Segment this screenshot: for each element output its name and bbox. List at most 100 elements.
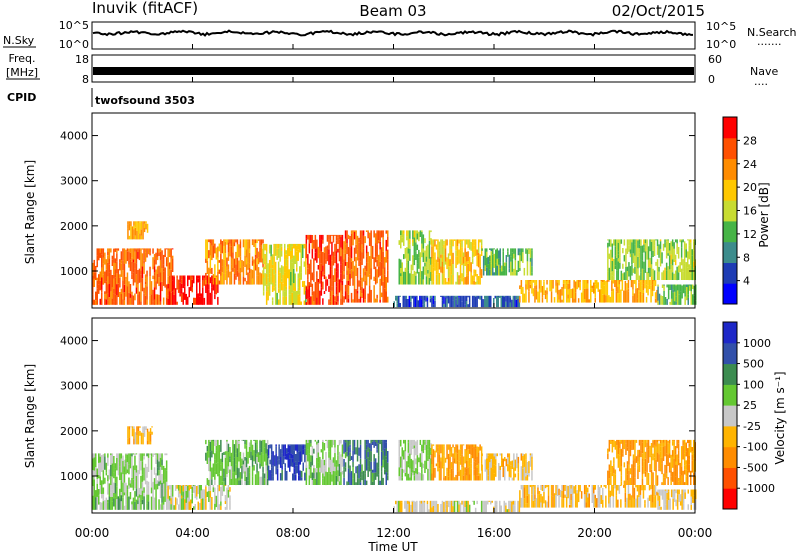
rti-cell [608,464,611,471]
rti-cell [540,485,542,491]
rti-cell [377,240,380,244]
rti-cell [639,281,642,292]
rti-cell [377,443,380,456]
rti-cell [653,270,656,280]
rti-cell [406,230,408,237]
rti-cell [119,277,121,288]
rti-cell [641,285,643,295]
rti-cell [441,300,444,308]
rti-cell [607,470,609,485]
rti-cell [226,266,228,271]
rti-cell [387,249,389,260]
rti-cell [634,439,636,444]
rti-cell [655,446,657,460]
rti-cell [556,280,559,283]
rti-cell [353,439,356,447]
rti-cell [664,490,667,505]
rti-cell [387,296,389,303]
rti-cell [131,453,133,457]
rti-cell [96,277,98,281]
rti-cell [282,456,285,465]
rti-cell [476,446,478,457]
rti-cell [332,439,335,445]
rti-cell [325,246,327,260]
rti-cell [113,482,115,493]
rti-cell [340,273,342,283]
rti-cell [401,276,403,285]
rti-cell [468,302,471,308]
rti-cell [156,483,159,490]
rti-cell [209,292,212,305]
rti-cell [664,239,666,243]
rti-cell [263,439,266,448]
rti-cell [432,256,435,268]
rti-cell [99,252,101,258]
rti-cell [200,293,202,305]
rti-cell [188,275,190,280]
rti-cell [670,489,673,498]
rti-cell [635,498,637,508]
rti-cell [352,230,354,232]
rti-cell [362,230,365,236]
rti-cell [323,291,326,294]
rti-cell [679,239,681,243]
rti-cell [370,268,372,280]
rti-cell [520,466,523,481]
rti-cell [499,453,501,456]
rti-cell [245,257,248,265]
rti-cell [382,251,384,264]
rti-cell [567,298,569,303]
rti-cell [138,487,141,495]
rti-cell [612,485,615,487]
rti-cell [245,249,248,258]
rti-cell [529,485,532,488]
rti-cell [313,468,315,473]
rti-cell [607,242,609,248]
rti-cell [443,303,445,308]
rti-cell [334,243,336,257]
rti-cell [128,496,130,510]
rti-cell [230,264,233,271]
rti-cell [679,480,681,485]
rti-cell [473,475,475,481]
rti-cell [311,272,314,281]
rti-cell [215,450,218,464]
rti-cell [119,262,121,267]
rti-cell [583,288,586,299]
colorbar-swatch [723,283,737,305]
rti-cell [162,271,165,286]
rti-cell [628,439,630,444]
rti-cell [211,281,213,288]
rti-cell [499,295,501,298]
rti-cell [653,444,656,458]
rti-cell [458,275,460,279]
rti-cell [128,453,130,464]
rti-cell [247,467,249,481]
rti-cell [587,283,589,289]
rti-cell [632,280,634,290]
rti-cell [349,479,351,485]
rti-cell [259,448,261,455]
rti-cell [526,248,529,250]
rti-cell [633,293,636,303]
rti-cell [328,249,330,255]
rti-cell [537,487,539,495]
rti-cell [170,292,172,305]
rti-cell [422,304,424,308]
rti-cell [419,503,421,513]
rti-cell [608,441,611,452]
rti-cell [489,261,491,270]
rti-cell [663,284,665,291]
x-tick-label: 16:00 [477,526,512,540]
rti-cell [122,288,124,293]
rti-cell [426,295,429,298]
rti-cell [292,454,294,459]
rti-cell [146,494,148,504]
rti-cell [531,456,533,460]
rti-cell [269,459,271,465]
rti-cell [487,295,489,308]
rti-cell [299,451,301,465]
rti-cell [277,243,280,249]
rti-cell [273,274,275,288]
rti-cell [376,298,378,303]
